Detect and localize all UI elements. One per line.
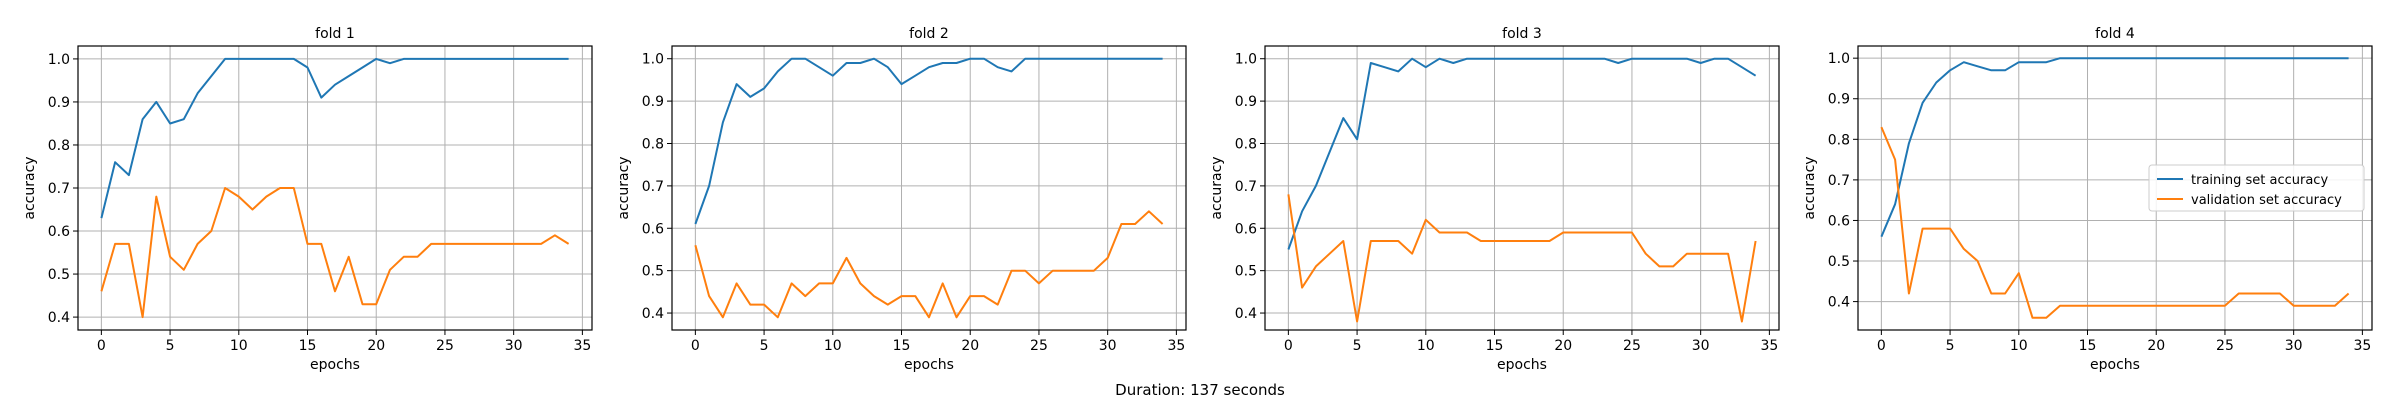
legend: training set accuracy validation set accu… [2148, 164, 2365, 212]
subplot-title: fold 2 [909, 26, 949, 42]
y-tick-label: 0.7 [48, 181, 70, 197]
y-tick-label: 0.9 [1235, 94, 1257, 110]
x-tick-label: 30 [1692, 338, 1710, 354]
x-tick-label: 20 [961, 338, 979, 354]
training-line [1287, 57, 1757, 250]
y-tick-label: 0.9 [1828, 92, 1850, 108]
y-tick-label: 1.0 [1235, 52, 1257, 68]
x-tick-label: 0 [691, 338, 700, 354]
x-tick-label: 35 [573, 338, 591, 354]
x-tick-label: 25 [436, 338, 454, 354]
subplot-fold-1: 0 5 10 15 20 25 30 35 0.4 0.5 0.6 0.7 0.8 0.9 1.0 fold … [22, 26, 593, 373]
y-tick-label: 0.6 [48, 224, 70, 240]
x-tick-label: 10 [2010, 338, 2028, 354]
y-tick-label: 0.6 [642, 221, 664, 237]
validation-line [1880, 126, 2350, 319]
subplot-title: fold 3 [1502, 26, 1542, 42]
x-tick-label: 20 [1554, 338, 1572, 354]
y-tick-label: 0.5 [1235, 264, 1257, 280]
y-tick-label: 0.4 [1235, 306, 1257, 322]
x-tick-label: 10 [1417, 338, 1435, 354]
x-tick-label: 5 [1353, 338, 1362, 354]
y-tick-label: 0.8 [1828, 132, 1850, 148]
y-tick-label: 0.6 [1235, 221, 1257, 237]
x-tick-label: 35 [1167, 338, 1185, 354]
y-tick-label: 0.5 [48, 267, 70, 283]
x-tick-label: 30 [505, 338, 523, 354]
y-axis-label: accuracy [1209, 156, 1225, 219]
y-tick-label: 0.4 [642, 306, 664, 322]
x-tick-label: 5 [166, 338, 175, 354]
x-tick-label: 25 [1030, 338, 1048, 354]
x-axis-label: epochs [310, 357, 360, 373]
x-tick-label: 25 [2216, 338, 2234, 354]
training-line [1880, 57, 2349, 238]
x-tick-label: 5 [1946, 338, 1955, 354]
y-tick-label: 1.0 [48, 52, 70, 68]
x-tick-label: 15 [299, 338, 317, 354]
axes-frame [671, 45, 1187, 331]
x-tick-label: 20 [2147, 338, 2165, 354]
x-tick-label: 0 [1877, 338, 1886, 354]
y-tick-label: 0.4 [48, 310, 70, 326]
axes-frame [1857, 45, 2373, 331]
x-tick-label: 30 [1099, 338, 1117, 354]
y-tick-label: 0.9 [48, 95, 70, 111]
x-tick-label: 10 [230, 338, 248, 354]
y-tick-label: 1.0 [1828, 51, 1850, 67]
x-tick-label: 15 [2079, 338, 2097, 354]
y-tick-label: 0.7 [642, 179, 664, 195]
y-tick-label: 0.7 [1828, 173, 1850, 189]
x-tick-label: 15 [1486, 338, 1504, 354]
subplot-fold-2: 0 5 10 15 20 25 30 35 0.4 0.5 0.6 0.7 0.8 0.9 1.0 fold … [616, 26, 1187, 373]
y-tick-label: 0.8 [642, 136, 664, 152]
duration-label: Duration: 137 seconds [1115, 381, 1285, 399]
training-line [100, 57, 569, 219]
x-tick-label: 35 [2353, 338, 2371, 354]
x-tick-label: 20 [367, 338, 385, 354]
y-tick-label: 1.0 [642, 52, 664, 68]
x-tick-label: 35 [1760, 338, 1778, 354]
legend-label: validation set accuracy [2191, 193, 2342, 208]
y-axis-label: accuracy [616, 156, 632, 219]
y-tick-label: 0.8 [1235, 136, 1257, 152]
validation-line [100, 187, 570, 319]
y-tick-label: 0.7 [1235, 179, 1257, 195]
x-tick-label: 5 [760, 338, 769, 354]
validation-line [694, 210, 1164, 319]
x-axis-label: epochs [2090, 357, 2140, 373]
x-axis-label: epochs [1497, 357, 1547, 373]
y-tick-label: 0.4 [1828, 295, 1850, 311]
x-tick-label: 30 [2285, 338, 2303, 354]
y-axis-label: accuracy [1802, 156, 1818, 219]
subplot-title: fold 4 [2095, 26, 2135, 42]
y-tick-label: 0.5 [642, 264, 664, 280]
subplot-title: fold 1 [315, 26, 355, 42]
x-axis-label: epochs [904, 357, 954, 373]
y-tick-label: 0.8 [48, 138, 70, 154]
y-tick-label: 0.9 [642, 94, 664, 110]
x-tick-label: 0 [97, 338, 106, 354]
y-tick-label: 0.6 [1828, 213, 1850, 229]
x-tick-label: 0 [1284, 338, 1293, 354]
x-tick-label: 10 [824, 338, 842, 354]
y-tick-label: 0.5 [1828, 254, 1850, 270]
subplot-fold-3: 0 5 10 15 20 25 30 35 0.4 0.5 0.6 0.7 0.8 0.9 1.0 fold … [1209, 26, 1780, 373]
validation-line [1287, 194, 1757, 323]
training-line [694, 57, 1163, 225]
legend-box [2148, 164, 2365, 212]
legend-label: training set accuracy [2191, 173, 2328, 188]
axes-frame [1264, 45, 1780, 331]
y-axis-label: accuracy [22, 156, 38, 219]
x-tick-label: 25 [1623, 338, 1641, 354]
x-tick-label: 15 [893, 338, 911, 354]
